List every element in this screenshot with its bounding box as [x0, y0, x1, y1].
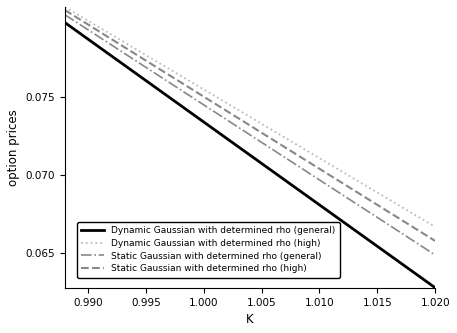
X-axis label: K: K: [246, 313, 254, 326]
Legend: Dynamic Gaussian with determined rho (general), Dynamic Gaussian with determined: Dynamic Gaussian with determined rho (ge…: [77, 222, 340, 278]
Y-axis label: option prices: option prices: [7, 109, 20, 186]
